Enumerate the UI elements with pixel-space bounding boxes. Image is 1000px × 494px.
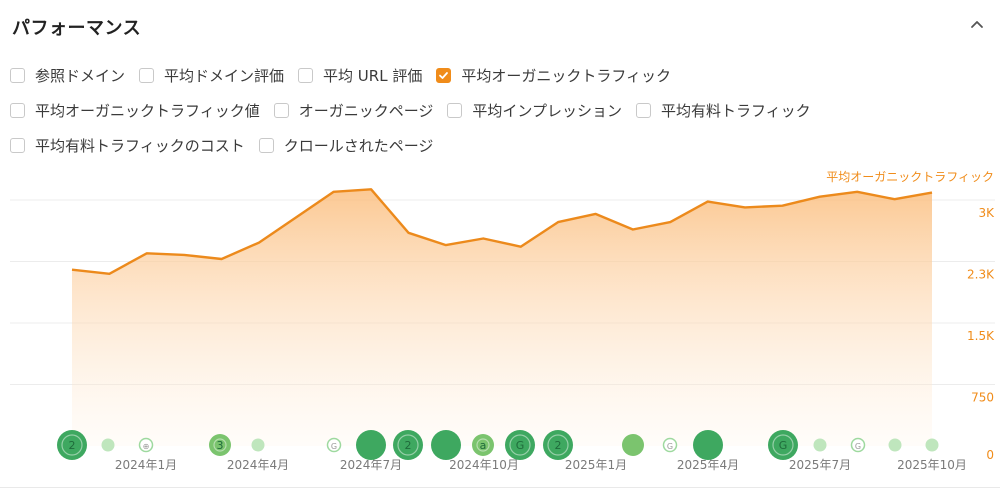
event-marker-label: a [480, 439, 487, 452]
metric-option[interactable]: 平均有料トラフィックのコスト [10, 135, 245, 156]
metric-option-label: 平均オーガニックトラフィック値 [35, 100, 260, 121]
event-marker-dot [252, 439, 265, 452]
event-marker-label: G [667, 442, 673, 451]
metric-option-label: オーガニックページ [299, 100, 434, 121]
event-marker[interactable]: ⊕ [140, 439, 153, 452]
section-title: パフォーマンス [12, 14, 141, 40]
metric-option-label: 平均有料トラフィック [661, 100, 811, 121]
checkbox[interactable] [10, 103, 25, 118]
metric-option[interactable]: 参照ドメイン [10, 65, 125, 86]
metric-option[interactable]: 平均有料トラフィック [636, 100, 811, 121]
event-marker[interactable] [926, 439, 939, 452]
metric-option-label: 平均ドメイン評価 [164, 65, 284, 86]
metric-options-row: 参照ドメイン 平均ドメイン評価 平均 URL 評価 平均オーガニックトラフィック [10, 58, 990, 93]
x-tick-label: 2025年10月 [897, 458, 967, 472]
metric-option[interactable]: オーガニックページ [274, 100, 434, 121]
event-marker-dot [693, 430, 723, 460]
metric-option-label: 平均 URL 評価 [323, 65, 422, 86]
event-marker[interactable]: G [768, 430, 798, 460]
event-marker-dot [102, 439, 115, 452]
metric-option[interactable]: 平均オーガニックトラフィック値 [10, 100, 260, 121]
metric-option-label: クロールされたページ [284, 135, 434, 156]
checkbox[interactable] [447, 103, 462, 118]
event-marker-dot [889, 439, 902, 452]
event-marker[interactable]: G [328, 439, 341, 452]
y-tick-label: 2.3K [967, 268, 995, 282]
metric-options: 参照ドメイン 平均ドメイン評価 平均 URL 評価 平均オーガニックトラフィック平均オ… [10, 58, 990, 163]
event-marker[interactable]: G [852, 439, 865, 452]
checkbox[interactable] [298, 68, 313, 83]
event-marker[interactable] [693, 430, 723, 460]
checkbox[interactable] [636, 103, 651, 118]
y-tick-label: 1.5K [967, 329, 995, 343]
checkbox[interactable] [259, 138, 274, 153]
y-tick-label: 0 [986, 448, 994, 462]
event-marker-dot [431, 430, 461, 460]
x-tick-label: 2025年7月 [789, 458, 851, 472]
event-marker-label: G [331, 442, 337, 451]
metric-option[interactable]: 平均オーガニックトラフィック [436, 65, 671, 86]
checkbox[interactable] [10, 138, 25, 153]
y-tick-label: 3K [978, 206, 995, 220]
metric-option[interactable]: クロールされたページ [259, 135, 434, 156]
x-tick-label: 2024年4月 [227, 458, 289, 472]
event-marker-label: G [855, 442, 861, 451]
event-marker[interactable] [622, 434, 644, 456]
checkbox-checked[interactable] [436, 68, 451, 83]
event-marker[interactable]: 2 [57, 430, 87, 460]
metric-option-label: 平均インプレッション [472, 100, 622, 121]
event-marker-label: 2 [555, 439, 562, 452]
event-marker[interactable] [814, 439, 827, 452]
event-marker-label: 2 [69, 439, 76, 452]
event-marker[interactable] [431, 430, 461, 460]
event-marker-dot [926, 439, 939, 452]
checkbox[interactable] [274, 103, 289, 118]
checkbox[interactable] [139, 68, 154, 83]
chart-svg: 3K 2.3K 1.5K 750 0 2024年1月 2024年4月 2024年7月 2024… [0, 160, 1000, 490]
x-tick-label: 2024年1月 [115, 458, 177, 472]
event-marker[interactable] [252, 439, 265, 452]
event-marker-dot [622, 434, 644, 456]
metric-option[interactable]: 平均インプレッション [447, 100, 622, 121]
x-tick-label: 2025年1月 [565, 458, 627, 472]
metric-option[interactable]: 平均 URL 評価 [298, 65, 422, 86]
y-tick-label: 750 [971, 391, 994, 405]
metric-options-row: 平均オーガニックトラフィック値 オーガニックページ 平均インプレッション 平均有料トラ… [10, 93, 990, 128]
metric-option-label: 平均オーガニックトラフィック [461, 65, 671, 86]
event-marker[interactable] [889, 439, 902, 452]
x-tick-label: 2024年10月 [449, 458, 519, 472]
metric-option[interactable]: 平均ドメイン評価 [139, 65, 284, 86]
event-marker-dot [356, 430, 386, 460]
check-icon [438, 70, 449, 81]
bottom-divider [0, 487, 1000, 488]
event-marker[interactable]: a [472, 434, 494, 456]
event-marker[interactable] [356, 430, 386, 460]
event-marker-dot [814, 439, 827, 452]
area-fill [72, 189, 932, 446]
chevron-up-icon[interactable] [966, 14, 988, 36]
x-tick-label: 2025年4月 [677, 458, 739, 472]
performance-header: パフォーマンス [0, 0, 1000, 56]
event-marker[interactable]: 2 [393, 430, 423, 460]
event-marker-label: G [779, 439, 788, 452]
checkbox[interactable] [10, 68, 25, 83]
event-marker-label: 2 [405, 439, 412, 452]
event-marker[interactable]: 2 [543, 430, 573, 460]
event-marker[interactable]: 3 [209, 434, 231, 456]
metric-options-row: 平均有料トラフィックのコスト クロールされたページ [10, 128, 990, 163]
event-marker-label: 3 [217, 439, 224, 452]
event-marker-label: G [516, 439, 525, 452]
metric-option-label: 参照ドメイン [35, 65, 125, 86]
x-tick-label: 2024年7月 [340, 458, 402, 472]
series-label: 平均オーガニックトラフィック [826, 170, 994, 184]
event-marker[interactable] [102, 439, 115, 452]
event-marker[interactable]: G [505, 430, 535, 460]
metric-option-label: 平均有料トラフィックのコスト [35, 135, 245, 156]
performance-chart: 3K 2.3K 1.5K 750 0 2024年1月 2024年4月 2024年7月 2024… [0, 160, 1000, 490]
event-marker[interactable]: G [664, 439, 677, 452]
event-marker-label: ⊕ [143, 442, 150, 451]
